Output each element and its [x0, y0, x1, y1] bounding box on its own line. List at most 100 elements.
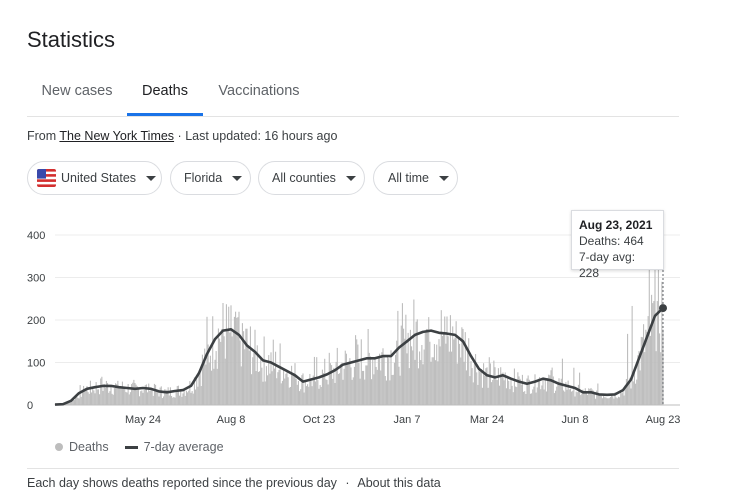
- deaths-bar: [412, 350, 413, 405]
- deaths-bar: [587, 395, 588, 405]
- deaths-bar: [508, 381, 509, 405]
- deaths-bar: [441, 310, 442, 405]
- deaths-bar: [425, 332, 426, 405]
- deaths-bar: [566, 390, 567, 405]
- deaths-bar: [296, 379, 297, 405]
- deaths-bar: [77, 398, 78, 405]
- deaths-bar: [481, 369, 482, 405]
- deaths-bar: [432, 357, 433, 405]
- deaths-bar: [213, 369, 214, 405]
- deaths-bar: [101, 377, 102, 405]
- deaths-bar: [353, 377, 354, 405]
- deaths-bar: [200, 373, 201, 405]
- deaths-bar: [267, 375, 268, 405]
- deaths-bar: [352, 380, 353, 405]
- deaths-bar: [363, 371, 364, 405]
- deaths-bar: [238, 312, 239, 405]
- deaths-bar: [449, 352, 450, 405]
- deaths-bar: [123, 388, 124, 405]
- deaths-bar: [226, 304, 227, 405]
- deaths-bar: [626, 379, 627, 405]
- deaths-bar: [368, 329, 369, 405]
- state-filter-chip[interactable]: Florida: [170, 161, 251, 195]
- deaths-bar: [377, 370, 378, 405]
- deaths-bar: [457, 364, 458, 405]
- deaths-bar: [413, 300, 414, 405]
- deaths-bar: [291, 366, 292, 405]
- tab-new-cases[interactable]: New cases: [27, 70, 127, 114]
- deaths-bar: [259, 371, 260, 405]
- source-link[interactable]: The New York Times: [59, 129, 174, 143]
- deaths-bar: [90, 381, 91, 405]
- deaths-bar: [320, 385, 321, 405]
- deaths-bar: [458, 338, 459, 405]
- deaths-bar: [155, 385, 156, 405]
- deaths-bar: [550, 370, 551, 405]
- deaths-bar: [606, 398, 607, 405]
- tooltip-average: 7-day avg: 228: [579, 249, 656, 281]
- deaths-bar: [517, 372, 518, 405]
- deaths-bar: [221, 329, 222, 405]
- deaths-bar: [282, 381, 283, 405]
- deaths-bar: [454, 338, 455, 405]
- deaths-bar: [224, 336, 225, 405]
- deaths-bar: [595, 399, 596, 405]
- deaths-bar: [122, 382, 123, 405]
- deaths-bar: [560, 382, 561, 405]
- deaths-bar: [610, 397, 611, 405]
- tab-deaths[interactable]: Deaths: [127, 70, 203, 116]
- y-tick-label: 0: [27, 400, 33, 412]
- tooltip-deaths: Deaths: 464: [579, 233, 656, 249]
- deaths-bar: [366, 365, 367, 405]
- deaths-bar: [660, 352, 661, 405]
- deaths-bar: [661, 282, 662, 405]
- deaths-bar: [188, 391, 189, 405]
- deaths-bar: [397, 311, 398, 405]
- deaths-legend-swatch: [55, 443, 63, 451]
- deaths-bar: [236, 318, 237, 405]
- deaths-bar: [483, 363, 484, 405]
- deaths-bar: [576, 392, 577, 405]
- tab-vaccinations[interactable]: Vaccinations: [203, 70, 315, 114]
- deaths-bar: [656, 351, 657, 405]
- deaths-bar: [498, 368, 499, 405]
- deaths-bar: [393, 375, 394, 405]
- deaths-bar: [312, 386, 313, 405]
- deaths-bar: [489, 357, 490, 405]
- deaths-bar: [443, 332, 444, 405]
- deaths-bar: [173, 397, 174, 405]
- time-range-filter-chip[interactable]: All time: [373, 161, 458, 195]
- deaths-bar: [193, 394, 194, 405]
- deaths-bar: [609, 398, 610, 405]
- country-filter-chip[interactable]: United States: [27, 161, 162, 195]
- deaths-bar: [618, 397, 619, 405]
- deaths-bar: [262, 382, 263, 405]
- deaths-bar: [273, 340, 274, 405]
- deaths-bar: [288, 377, 289, 405]
- deaths-bar: [91, 392, 92, 405]
- deaths-bar: [504, 380, 505, 405]
- deaths-bar: [394, 363, 395, 405]
- deaths-bar: [422, 364, 423, 405]
- deaths-bar: [329, 353, 330, 405]
- deaths-bar: [254, 330, 255, 405]
- us-flag-icon: [37, 169, 56, 187]
- deaths-bar: [74, 400, 75, 405]
- deaths-bar: [424, 350, 425, 405]
- deaths-bar: [345, 351, 346, 405]
- deaths-bar: [516, 387, 517, 405]
- deaths-bar: [429, 342, 430, 405]
- deaths-bar: [552, 368, 553, 405]
- deaths-bar: [158, 397, 159, 406]
- deaths-bar: [152, 390, 153, 405]
- deaths-bar: [484, 376, 485, 405]
- deaths-bar: [634, 371, 635, 405]
- deaths-bar: [82, 392, 83, 405]
- deaths-bar: [362, 371, 363, 405]
- deaths-bar: [205, 365, 206, 405]
- deaths-bar: [488, 388, 489, 405]
- deaths-bar: [640, 370, 641, 405]
- deaths-bar: [410, 330, 411, 405]
- county-filter-chip[interactable]: All counties: [258, 161, 365, 195]
- deaths-bar: [317, 380, 318, 405]
